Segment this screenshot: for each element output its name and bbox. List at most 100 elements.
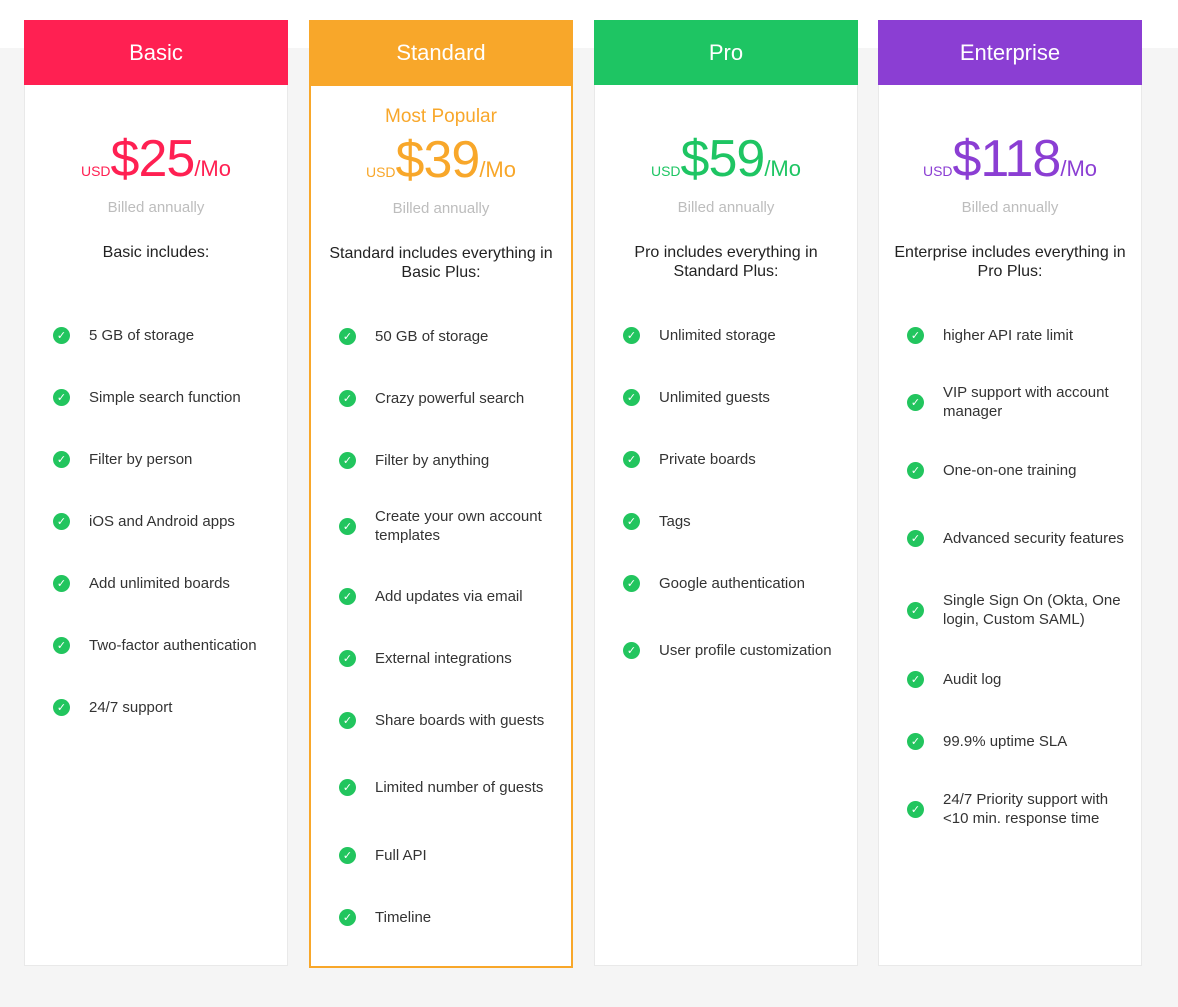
feature-text: Filter by anything: [375, 451, 490, 469]
feature-item: ✓ Google authentication: [623, 573, 843, 593]
check-circle-icon: ✓: [623, 450, 640, 468]
feature-text: Limited number of guests: [375, 778, 544, 796]
feature-item: ✓ One-on-one training: [907, 460, 1127, 480]
feature-item: ✓ higher API rate limit: [907, 325, 1127, 345]
billing-note: Billed annually: [107, 199, 205, 216]
feature-item: ✓ Single Sign On (Okta, One login, Custom…: [907, 592, 1127, 628]
feature-item: ✓ Two-factor authentication: [53, 635, 273, 655]
price-amount: $25: [110, 130, 196, 188]
price-currency: USD: [922, 163, 953, 179]
feature-item: ✓ Advanced security features: [907, 528, 1127, 548]
check-circle-icon: ✓: [339, 451, 356, 469]
feature-item: ✓ Unlimited guests: [623, 387, 843, 407]
feature-item: ✓ 5 GB of storage: [53, 325, 273, 345]
feature-item: ✓ Private boards: [623, 449, 843, 469]
price-period: /Mo: [764, 156, 801, 181]
feature-item: ✓ External integrations: [339, 648, 557, 668]
includes-heading: Standard includes everything in Basic Pl…: [329, 245, 553, 281]
feature-text: Simple search function: [89, 388, 241, 406]
feature-text: One-on-one training: [943, 461, 1077, 479]
feature-item: ✓ Filter by anything: [339, 450, 557, 470]
plan-name: Basic: [129, 39, 183, 65]
feature-text: Crazy powerful search: [375, 389, 525, 407]
check-circle-icon: ✓: [623, 326, 640, 344]
feature-item: ✓ Full API: [339, 845, 557, 865]
feature-text: Two-factor authentication: [89, 636, 257, 654]
feature-text: VIP support with account manager: [943, 384, 1109, 420]
feature-text: 50 GB of storage: [375, 327, 489, 345]
check-circle-icon: ✓: [907, 601, 924, 619]
check-circle-icon: ✓: [907, 670, 924, 688]
check-circle-icon: ✓: [53, 388, 70, 406]
check-circle-icon: ✓: [339, 778, 356, 796]
feature-item: ✓ User profile customization: [623, 640, 843, 660]
plan-header-enterprise[interactable]: Enterprise: [878, 20, 1142, 85]
billing-note: Billed annually: [392, 200, 490, 217]
check-circle-icon: ✓: [907, 529, 924, 547]
check-circle-icon: ✓: [907, 732, 924, 750]
plan-header-pro[interactable]: Pro: [594, 20, 858, 85]
feature-text: 24/7 Priority support with <10 min. resp…: [943, 791, 1109, 827]
feature-item: ✓ Limited number of guests: [339, 777, 557, 797]
plan-header-basic[interactable]: Basic: [24, 20, 288, 85]
feature-text: Add updates via email: [375, 587, 523, 605]
feature-item: ✓ Simple search function: [53, 387, 273, 407]
includes-heading: Pro includes everything in Standard Plus…: [634, 244, 818, 280]
feature-item: ✓ Audit log: [907, 669, 1127, 689]
check-circle-icon: ✓: [53, 636, 70, 654]
check-circle-icon: ✓: [53, 326, 70, 344]
includes-heading: Enterprise includes everything in Pro Pl…: [894, 244, 1126, 280]
price-currency: USD: [650, 163, 681, 179]
price: USD$118/Mo: [879, 129, 1141, 189]
feature-item: ✓ 24/7 Priority support with <10 min. res…: [907, 791, 1127, 827]
feature-item: ✓ Add unlimited boards: [53, 573, 273, 593]
plan-card-basic: Basic USD$25/Mo Billed annually Basic in…: [24, 20, 288, 966]
check-circle-icon: ✓: [907, 326, 924, 344]
feature-text: Google authentication: [659, 574, 805, 592]
check-circle-icon: ✓: [907, 800, 924, 818]
feature-item: ✓ Filter by person: [53, 449, 273, 469]
check-circle-icon: ✓: [339, 649, 356, 667]
price: USD$59/Mo: [595, 129, 857, 189]
price-amount: $118: [952, 130, 1062, 188]
price: USD$25/Mo: [25, 129, 287, 189]
feature-text: External integrations: [375, 649, 512, 667]
feature-item: ✓ Tags: [623, 511, 843, 531]
price-period: /Mo: [1060, 156, 1098, 181]
feature-text: Advanced security features: [943, 529, 1124, 547]
plan-header-standard[interactable]: Standard: [309, 20, 573, 86]
feature-text: Full API: [375, 846, 427, 864]
check-circle-icon: ✓: [339, 517, 356, 535]
feature-text: 99.9% uptime SLA: [943, 732, 1068, 750]
feature-text: Private boards: [659, 450, 756, 468]
feature-text: Unlimited storage: [659, 326, 776, 344]
feature-text: higher API rate limit: [943, 326, 1074, 344]
billing-note: Billed annually: [961, 199, 1059, 216]
plan-name: Standard: [396, 40, 486, 65]
feature-item: ✓ Unlimited storage: [623, 325, 843, 345]
feature-text: Tags: [659, 512, 691, 530]
plan-card-enterprise: Enterprise USD$118/Mo Billed annually En…: [878, 20, 1142, 966]
feature-text: Unlimited guests: [659, 388, 770, 406]
price-period: /Mo: [194, 156, 231, 181]
check-circle-icon: ✓: [907, 393, 924, 411]
feature-text: Share boards with guests: [375, 711, 545, 729]
plan-name: Pro: [708, 39, 744, 65]
feature-text: Filter by person: [89, 450, 193, 468]
most-popular-badge: Most Popular: [385, 106, 497, 127]
check-circle-icon: ✓: [339, 846, 356, 864]
price-currency: USD: [80, 163, 111, 179]
check-circle-icon: ✓: [53, 574, 70, 592]
feature-item: ✓ VIP support with account manager: [907, 384, 1127, 420]
feature-text: Timeline: [375, 908, 432, 926]
feature-item: ✓ Add updates via email: [339, 586, 557, 606]
check-circle-icon: ✓: [339, 327, 356, 345]
check-circle-icon: ✓: [53, 512, 70, 530]
price-amount: $59: [680, 130, 766, 188]
feature-text: iOS and Android apps: [89, 512, 235, 530]
plan-card-pro: Pro USD$59/Mo Billed annually Pro includ…: [594, 20, 858, 966]
feature-text: Single Sign On (Okta, One login, Custom …: [943, 592, 1121, 628]
feature-text: Audit log: [943, 670, 1002, 688]
check-circle-icon: ✓: [53, 698, 70, 716]
